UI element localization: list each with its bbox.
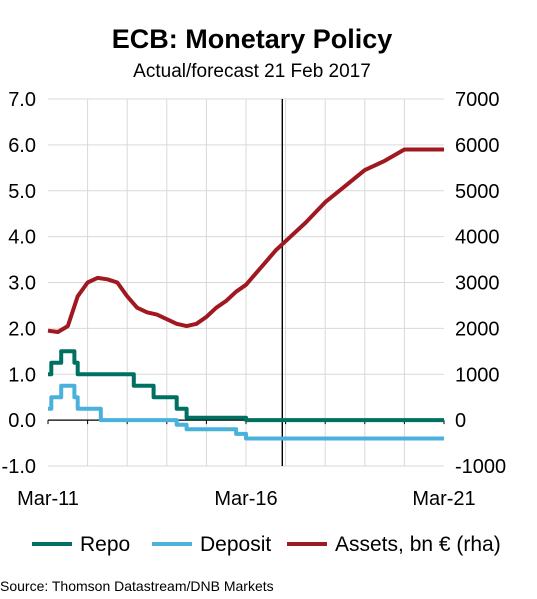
legend-label-1: Deposit bbox=[200, 533, 271, 556]
left-tick-label: 7.0 bbox=[8, 89, 36, 111]
right-tick-label: 4000 bbox=[455, 227, 500, 249]
right-axis-ticks: 7000 6000 5000 4000 3000 2000 1000 0 -1000 bbox=[455, 89, 506, 478]
left-tick-label: 3.0 bbox=[8, 273, 36, 295]
left-tick-label: 6.0 bbox=[8, 135, 36, 157]
legend: Repo Deposit Assets, bn € (rha) bbox=[32, 533, 501, 556]
left-tick-label: -1.0 bbox=[2, 456, 36, 478]
series-layer bbox=[47, 147, 444, 441]
left-tick-label: 5.0 bbox=[8, 181, 36, 203]
x-axis-ticks: Mar-11 Mar-16 Mar-21 bbox=[17, 488, 476, 510]
left-tick-label: 2.0 bbox=[8, 318, 36, 340]
right-tick-label: 2000 bbox=[455, 318, 500, 340]
source-note: Source: Thomson Datastream/DNB Markets bbox=[0, 578, 274, 594]
left-tick-label: 4.0 bbox=[8, 227, 36, 249]
series-line-1 bbox=[48, 383, 444, 441]
series-line-2 bbox=[47, 147, 444, 334]
legend-label-0: Repo bbox=[80, 533, 130, 556]
series-line-0 bbox=[48, 349, 444, 423]
left-axis-ticks: 7.0 6.0 5.0 4.0 3.0 2.0 1.0 0.0 -1.0 bbox=[2, 89, 36, 478]
x-tick-label: Mar-11 bbox=[17, 488, 79, 510]
x-tick-label: Mar-16 bbox=[214, 488, 277, 510]
left-tick-label: 1.0 bbox=[8, 364, 36, 386]
right-tick-label: 0 bbox=[455, 410, 466, 432]
chart-subtitle: Actual/forecast 21 Feb 2017 bbox=[133, 61, 371, 82]
left-tick-label: 0.0 bbox=[8, 410, 36, 432]
chart-title: ECB: Monetary Policy bbox=[112, 24, 393, 54]
right-tick-label: 3000 bbox=[455, 273, 500, 295]
right-tick-label: 7000 bbox=[455, 89, 500, 111]
legend-label-2: Assets, bn € (rha) bbox=[335, 533, 501, 556]
right-tick-label: 1000 bbox=[455, 364, 500, 386]
right-tick-label: 6000 bbox=[455, 135, 500, 157]
right-tick-label: -1000 bbox=[455, 456, 506, 478]
right-tick-label: 5000 bbox=[455, 181, 500, 203]
x-tick-label: Mar-21 bbox=[412, 488, 475, 510]
